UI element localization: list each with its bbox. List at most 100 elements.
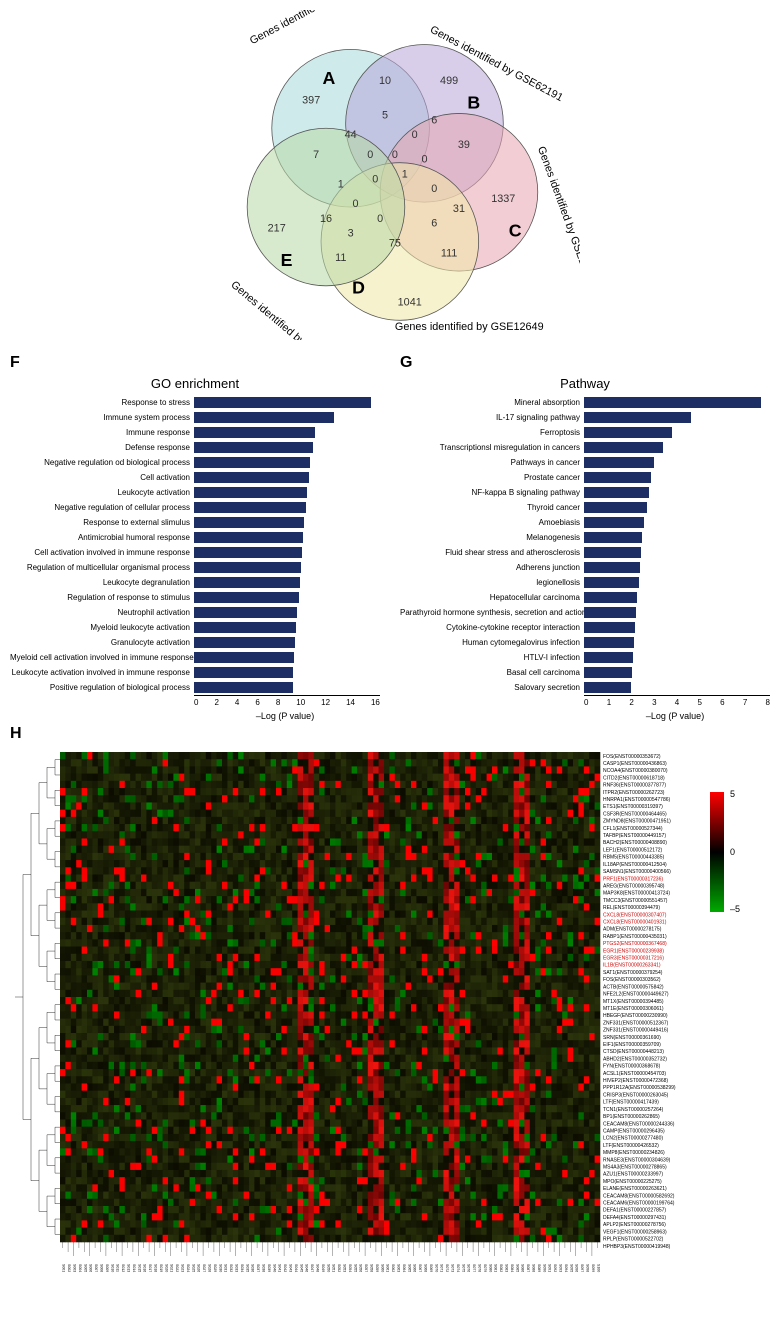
heatmap-cell bbox=[497, 774, 503, 782]
heatmap-cell bbox=[346, 1047, 352, 1055]
heatmap-cell bbox=[481, 1019, 487, 1027]
heatmap-cell bbox=[292, 795, 298, 803]
heatmap-cell bbox=[573, 759, 579, 767]
heatmap-cell bbox=[244, 1004, 250, 1012]
heatmap-cell bbox=[541, 838, 547, 846]
heatmap-cell bbox=[92, 882, 98, 890]
venn-svg: 3974991337104121710445600003910031710616… bbox=[200, 10, 580, 340]
heatmap-cell bbox=[422, 846, 428, 854]
heatmap-cell bbox=[206, 947, 212, 955]
heatmap-cell bbox=[395, 1004, 401, 1012]
heatmap-cell bbox=[152, 831, 158, 839]
heatmap-cell bbox=[519, 975, 525, 983]
bar bbox=[194, 652, 294, 663]
heatmap-cell bbox=[271, 774, 277, 782]
heatmap-cell bbox=[71, 1040, 77, 1048]
heatmap-cell bbox=[281, 968, 287, 976]
heatmap-cell bbox=[227, 997, 233, 1005]
heatmap-cell bbox=[460, 788, 466, 796]
heatmap-cell bbox=[125, 911, 131, 919]
heatmap-cell bbox=[400, 824, 406, 832]
heatmap-cell bbox=[514, 968, 520, 976]
heatmap-cell bbox=[168, 788, 174, 796]
heatmap-cell bbox=[298, 1004, 304, 1012]
heatmap-cell bbox=[314, 932, 320, 940]
heatmap-cell bbox=[298, 824, 304, 832]
heatmap-cell bbox=[541, 831, 547, 839]
heatmap-cell bbox=[573, 1011, 579, 1019]
heatmap-cell bbox=[87, 781, 93, 789]
heatmap-cell bbox=[514, 1076, 520, 1084]
heatmap-cell bbox=[130, 882, 136, 890]
heatmap-cell bbox=[98, 1004, 104, 1012]
heatmap-cell bbox=[249, 752, 255, 760]
heatmap-cell bbox=[535, 1062, 541, 1070]
heatmap-cell bbox=[276, 1069, 282, 1077]
heatmap-cell bbox=[541, 1062, 547, 1070]
heatmap-cell bbox=[325, 860, 331, 868]
heatmap-cell bbox=[352, 838, 358, 846]
heatmap-cell bbox=[519, 1019, 525, 1027]
heatmap-cell bbox=[82, 997, 88, 1005]
heatmap-cell bbox=[373, 983, 379, 991]
heatmap-cell bbox=[92, 903, 98, 911]
heatmap-cell bbox=[98, 1040, 104, 1048]
heatmap-cell bbox=[200, 882, 206, 890]
heatmap-cell bbox=[406, 817, 412, 825]
heatmap-cell bbox=[573, 1047, 579, 1055]
heatmap-cell bbox=[551, 1011, 557, 1019]
heatmap-cell bbox=[449, 983, 455, 991]
heatmap-cell bbox=[103, 802, 109, 810]
heatmap-cell bbox=[254, 1019, 260, 1027]
heatmap-cell bbox=[373, 1004, 379, 1012]
heatmap-cell bbox=[433, 788, 439, 796]
heatmap-cell bbox=[184, 896, 190, 904]
heatmap-cell bbox=[130, 810, 136, 818]
heatmap-cell bbox=[244, 975, 250, 983]
heatmap-cell bbox=[146, 1033, 152, 1041]
heatmap-cell bbox=[163, 911, 169, 919]
heatmap-cell bbox=[492, 918, 498, 926]
bar-row: Cytokine-cytokine receptor interaction bbox=[400, 620, 770, 634]
heatmap-cell bbox=[281, 1019, 287, 1027]
heatmap-cell bbox=[114, 1004, 120, 1012]
heatmap-cell bbox=[584, 788, 590, 796]
heatmap-cell bbox=[346, 968, 352, 976]
heatmap-cell bbox=[206, 990, 212, 998]
heatmap-cell bbox=[206, 875, 212, 883]
heatmap-cell bbox=[265, 759, 271, 767]
bar-label: Adherens junction bbox=[400, 563, 584, 572]
heatmap-cell bbox=[362, 1055, 368, 1063]
heatmap-cell bbox=[578, 896, 584, 904]
heatmap-cell bbox=[271, 939, 277, 947]
heatmap-cell bbox=[190, 824, 196, 832]
heatmap-cell bbox=[530, 1004, 536, 1012]
heatmap-cell bbox=[497, 925, 503, 933]
heatmap-cell bbox=[411, 1011, 417, 1019]
heatmap-cell bbox=[530, 766, 536, 774]
heatmap-cell bbox=[211, 1033, 217, 1041]
heatmap-cell bbox=[298, 997, 304, 1005]
heatmap-cell bbox=[352, 954, 358, 962]
heatmap-cell bbox=[330, 932, 336, 940]
heatmap-cell bbox=[470, 1033, 476, 1041]
heatmap-cell bbox=[76, 846, 82, 854]
heatmap-cell bbox=[589, 896, 595, 904]
heatmap-cell bbox=[184, 1004, 190, 1012]
heatmap-cell bbox=[157, 1083, 163, 1091]
heatmap-cell bbox=[146, 947, 152, 955]
heatmap-cell bbox=[287, 968, 293, 976]
heatmap-cell bbox=[227, 1062, 233, 1070]
heatmap-cell bbox=[330, 1062, 336, 1070]
heatmap-cell bbox=[535, 875, 541, 883]
heatmap-cell bbox=[362, 925, 368, 933]
heatmap-cell bbox=[163, 766, 169, 774]
heatmap-cell bbox=[476, 752, 482, 760]
heatmap-cell bbox=[584, 1076, 590, 1084]
heatmap-cell bbox=[578, 1083, 584, 1091]
heatmap-cell bbox=[98, 846, 104, 854]
heatmap-cell bbox=[573, 889, 579, 897]
heatmap-cell bbox=[98, 802, 104, 810]
heatmap-cell bbox=[76, 1019, 82, 1027]
heatmap-cell bbox=[573, 896, 579, 904]
